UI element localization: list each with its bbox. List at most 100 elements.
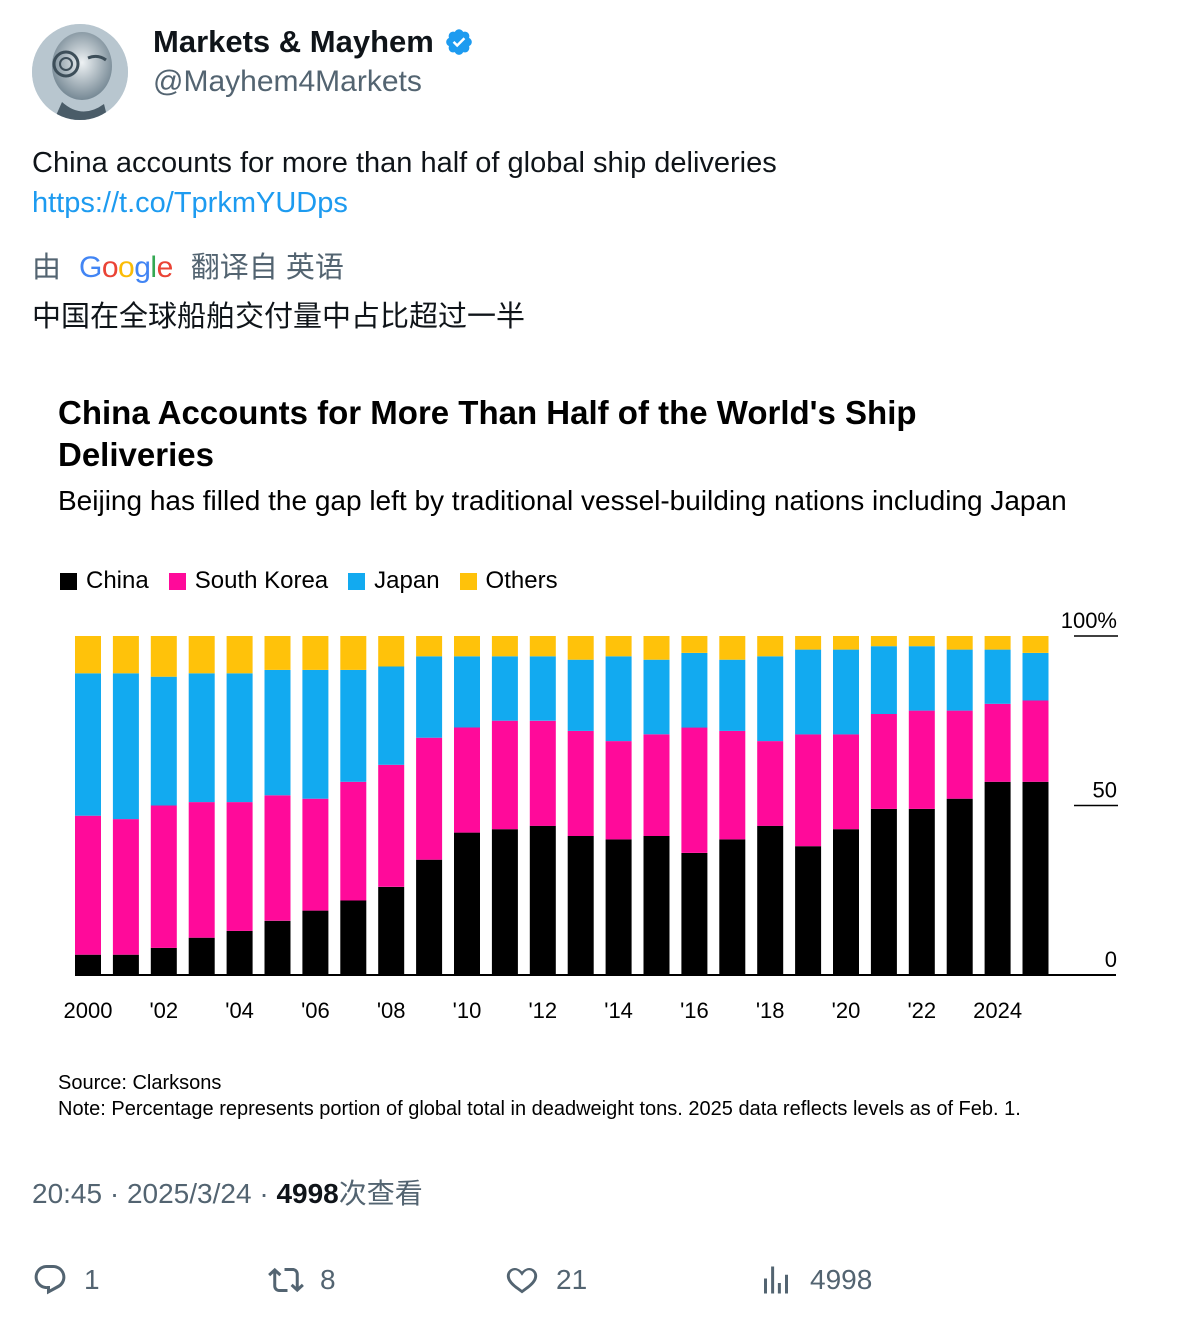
bar-japan-2020 — [833, 649, 859, 735]
google-logo: Google — [79, 251, 173, 284]
bar-japan-2006 — [302, 669, 329, 799]
bar-south-korea-2008 — [378, 764, 405, 887]
bar-china-2004 — [226, 930, 253, 975]
bar-others-2000 — [75, 636, 101, 674]
x-tick-label: 2000 — [64, 998, 113, 1023]
y-tick-label: 50 — [1093, 778, 1117, 803]
bar-others-2018 — [757, 636, 784, 657]
robot-avatar-icon — [32, 24, 128, 120]
bar-south-korea-2013 — [567, 730, 594, 836]
tweet-date[interactable]: 2025/3/24 — [126, 1178, 252, 1209]
tweet-link[interactable]: https://t.co/TprkmYUDps — [32, 187, 348, 219]
bar-japan-2008 — [378, 666, 405, 765]
tweet-time[interactable]: 20:45 — [32, 1178, 103, 1209]
bar-china-2003 — [188, 937, 215, 975]
legend-item-japan: Japan — [348, 567, 440, 595]
translation-attribution: 由 Google 翻译自 英语 — [32, 248, 344, 288]
bar-south-korea-2011 — [491, 720, 518, 830]
x-tick-label: '10 — [453, 998, 482, 1023]
bar-japan-2012 — [529, 656, 556, 721]
bar-south-korea-2019 — [795, 734, 822, 847]
like-button[interactable]: 21 — [504, 1262, 587, 1298]
bar-south-korea-2006 — [302, 798, 329, 911]
display-name-text[interactable]: Markets & Mayhem — [153, 24, 434, 59]
bar-others-2002 — [150, 636, 177, 677]
bar-south-korea-2010 — [454, 727, 480, 833]
bar-japan-2010 — [454, 656, 480, 728]
bar-south-korea-2025 — [1022, 700, 1049, 782]
translation-suffix: 翻译自 英语 — [190, 252, 344, 284]
tweet-text: China accounts for more than half of glo… — [32, 147, 777, 179]
views-label: 次查看 — [338, 1178, 423, 1209]
bar-south-korea-2007 — [340, 781, 367, 901]
bar-south-korea-2017 — [719, 730, 746, 840]
x-tick-label: '18 — [756, 998, 785, 1023]
bar-others-2014 — [605, 636, 632, 657]
bar-japan-2001 — [112, 673, 139, 820]
bar-china-2016 — [681, 853, 708, 975]
legend-swatch-china — [60, 572, 77, 590]
x-tick-label: '16 — [680, 998, 709, 1023]
bar-others-2016 — [681, 636, 708, 653]
legend-swatch-japan — [348, 572, 366, 590]
bar-others-2006 — [302, 636, 329, 670]
legend-item-south-korea: South Korea — [168, 567, 329, 595]
verified-badge-icon — [446, 29, 472, 55]
bar-others-2013 — [567, 636, 594, 660]
bar-japan-2015 — [643, 659, 670, 735]
bar-china-2025 — [1022, 781, 1049, 975]
reply-button[interactable]: 1 — [32, 1262, 100, 1298]
chart-note: Note: Percentage represents portion of g… — [58, 1098, 1021, 1120]
bar-china-2002 — [150, 947, 177, 975]
views-count: 4998 — [276, 1178, 339, 1209]
views-button[interactable]: 4998 — [758, 1262, 872, 1298]
chart-image[interactable]: China Accounts for More Than Half of the… — [40, 370, 1160, 1160]
bar-others-2024 — [984, 636, 1011, 650]
bar-others-2022 — [908, 636, 935, 647]
bar-china-2020 — [833, 829, 859, 975]
x-tick-label: '04 — [225, 998, 254, 1023]
bar-others-2020 — [833, 636, 859, 650]
bar-china-2000 — [75, 954, 101, 975]
legend-label-japan: Japan — [374, 567, 440, 594]
bar-china-2005 — [264, 920, 291, 975]
bar-others-2023 — [946, 636, 973, 650]
bar-japan-2017 — [719, 659, 746, 731]
retweet-count: 8 — [320, 1264, 336, 1295]
legend-label-south-korea: South Korea — [194, 567, 329, 594]
x-tick-label: 2024 — [973, 998, 1022, 1023]
avatar[interactable] — [32, 24, 128, 120]
bar-china-2014 — [605, 839, 632, 975]
translated-text: 中国在全球船舶交付量中占比超过一半 — [32, 301, 526, 333]
bar-china-2001 — [112, 954, 139, 975]
y-tick-label: 0 — [1105, 947, 1117, 972]
bar-japan-2014 — [605, 656, 632, 742]
legend-label-china: China — [86, 567, 149, 594]
bar-japan-2011 — [491, 656, 518, 721]
bar-japan-2013 — [567, 659, 594, 731]
bar-japan-2002 — [150, 676, 177, 806]
stacked-bar-chart: 0 50 100% 2000 '02 '04 '06 '08 '10 '12 '14 '16 '18 '2… — [64, 608, 1118, 1023]
bar-south-korea-2022 — [908, 710, 935, 809]
like-count: 21 — [556, 1264, 588, 1295]
bar-south-korea-2018 — [757, 741, 784, 826]
bar-japan-2004 — [226, 673, 253, 803]
translation-prefix: 由 — [32, 252, 62, 284]
bar-china-2023 — [946, 798, 973, 975]
bar-china-2006 — [302, 910, 329, 975]
bar-south-korea-2001 — [112, 819, 139, 955]
legend-item-others: Others — [459, 567, 558, 595]
bar-others-2019 — [795, 636, 822, 650]
retweet-button[interactable]: 8 — [268, 1262, 336, 1298]
views-action-count: 4998 — [810, 1264, 873, 1295]
bar-china-2011 — [491, 829, 518, 975]
bar-south-korea-2021 — [870, 714, 897, 809]
bar-japan-2025 — [1022, 653, 1049, 701]
bar-south-korea-2009 — [416, 737, 443, 860]
bar-japan-2024 — [984, 649, 1011, 704]
display-name[interactable]: Markets & Mayhem — [153, 24, 474, 60]
user-handle[interactable]: @Mayhem4Markets — [153, 65, 422, 98]
reply-count: 1 — [84, 1264, 100, 1295]
tweet-body: China accounts for more than half of glo… — [32, 143, 1162, 223]
bar-japan-2021 — [870, 646, 897, 714]
